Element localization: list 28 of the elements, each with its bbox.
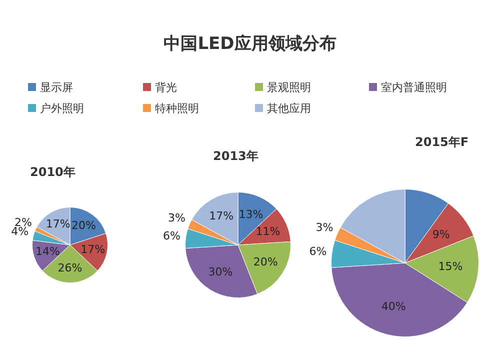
legend-label: 景观照明 — [266, 80, 312, 95]
text: 2010年 — [30, 164, 76, 181]
data-label: 15% — [438, 260, 463, 274]
data-label: 14% — [36, 245, 60, 258]
data-label: 3% — [168, 211, 186, 224]
data-label: 40% — [381, 300, 406, 314]
legend-label: 显示屏 — [39, 80, 74, 95]
data-label: 17% — [46, 218, 70, 231]
legend-label: 背光 — [154, 80, 178, 95]
legend-label: 室内普通照明 — [380, 80, 448, 95]
legend-label: 其他应用 — [266, 101, 312, 116]
data-label: 20% — [253, 255, 278, 268]
chart-title: 2013年 — [213, 148, 258, 165]
data-label: 13% — [238, 208, 264, 221]
data-label: 6% — [163, 229, 181, 242]
data-label: 11% — [256, 224, 280, 238]
data-label: 9% — [432, 228, 450, 241]
data-label: 17% — [80, 242, 106, 256]
data-label: 20% — [72, 218, 96, 232]
legend-label: 特种照明 — [154, 101, 200, 116]
data-label: 3% — [316, 221, 334, 234]
data-label: 17% — [209, 210, 234, 223]
legend-label: 户外照明 — [39, 101, 85, 116]
data-label: 26% — [58, 261, 82, 274]
text: 中国LED应用领域分布 — [164, 34, 336, 54]
data-label: 6% — [309, 244, 327, 258]
chart-title: 2015年F — [415, 134, 469, 151]
data-label: 30% — [208, 265, 233, 278]
